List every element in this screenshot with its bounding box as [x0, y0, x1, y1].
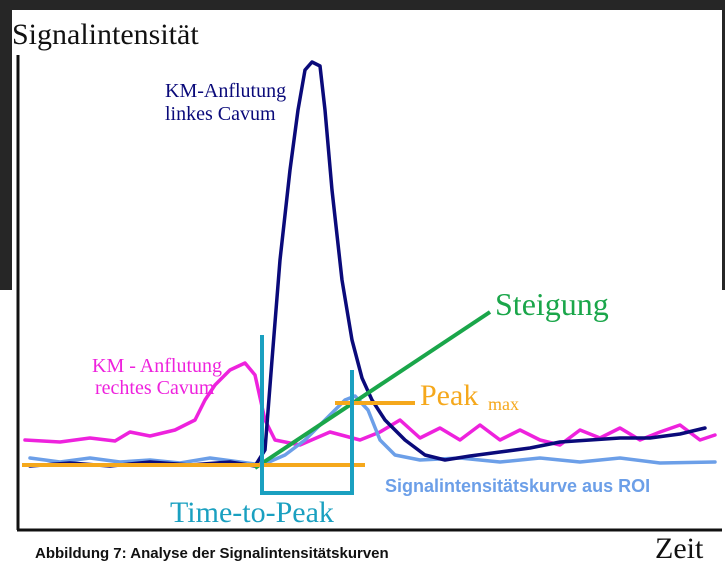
left-cavum-label: linkes Cavum	[165, 103, 276, 125]
x-axis-label: Zeit	[655, 532, 704, 564]
peak-label: Peak	[420, 379, 478, 412]
lower-background	[0, 290, 725, 564]
right-cavum-label: rechtes Cavum	[95, 377, 215, 399]
time-to-peak-label: Time-to-Peak	[170, 496, 334, 529]
caption: Abbildung 7: Analyse der Signalintensitä…	[35, 545, 389, 562]
y-axis-label: Signalintensität	[12, 18, 199, 51]
right-cavum-label: KM - Anflutung	[92, 355, 222, 377]
figure: Signalintensität Zeit Abbildung 7: Analy…	[0, 0, 725, 564]
peak-subscript: max	[488, 394, 519, 414]
slope-label: Steigung	[495, 286, 609, 322]
left-cavum-label: KM-Anflutung	[165, 80, 286, 102]
roi-curve-label: Signalintensitätskurve aus ROI	[385, 476, 650, 496]
page: Signalintensität Zeit Abbildung 7: Analy…	[0, 0, 725, 564]
